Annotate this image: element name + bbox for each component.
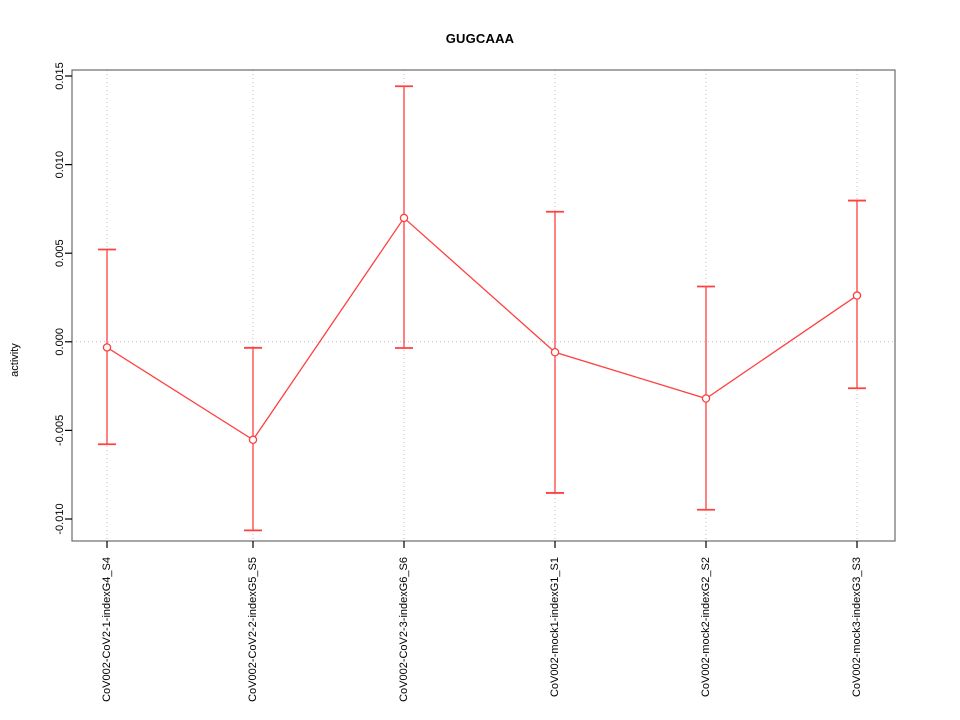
y-tick-label-4: -0.005 (54, 415, 66, 446)
series-polyline (106, 216, 858, 441)
data-point-2 (399, 213, 409, 223)
x-tick-label-0: CoV002-CoV2-1-indexG4_S4 (101, 557, 113, 702)
data-point-0 (102, 343, 112, 352)
data-point-1 (248, 435, 258, 445)
gridlines (72, 70, 895, 541)
y-axis: 0.015 0.010 0.005 0.000 -0.005 -0.010 (54, 62, 72, 535)
data-point-markers (102, 213, 862, 445)
plot-frame (71, 69, 896, 542)
data-point-4 (701, 394, 711, 403)
data-point-3 (550, 348, 560, 357)
y-tick-label-2: 0.005 (54, 239, 66, 267)
chart-title: GUGCAAA (445, 31, 515, 46)
x-tick-label-4: CoV002-mock2-indexG2_S2 (700, 557, 712, 697)
plot-box-frame (71, 69, 896, 542)
x-axis: CoV002-CoV2-1-indexG4_S4 CoV002-CoV2-2-in… (101, 541, 863, 702)
y-tick-label-5: -0.010 (54, 503, 66, 534)
x-tick-label-2: CoV002-CoV2-3-indexG6_S6 (398, 557, 410, 702)
series-line (106, 216, 858, 441)
x-tick-label-3: CoV002-mock1-indexG1_S1 (549, 557, 561, 697)
error-bars (98, 85, 866, 532)
y-tick-label-1: 0.010 (54, 151, 66, 179)
x-tick-label-5: CoV002-mock3-indexG3_S3 (851, 557, 863, 697)
x-tick-label-1: CoV002-CoV2-2-indexG5_S5 (247, 557, 259, 702)
data-point-5 (852, 291, 862, 300)
y-tick-label-0: 0.015 (54, 62, 66, 90)
y-tick-label-3: 0.000 (54, 328, 66, 356)
